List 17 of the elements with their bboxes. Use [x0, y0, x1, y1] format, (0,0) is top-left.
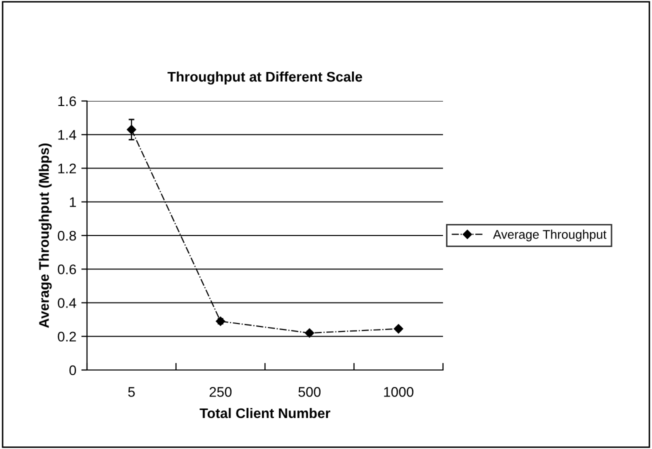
y-tick-label: 1.6	[58, 96, 76, 106]
y-tick-label: 0	[69, 365, 76, 376]
y-tick-label: 1.4	[58, 130, 76, 140]
y-tick-label: 0.8	[58, 230, 76, 241]
y-axis-title: Average Throughput (Mbps)	[38, 143, 52, 328]
x-tick-label: 1000	[384, 387, 414, 397]
y-tick-label: 0.4	[58, 298, 76, 308]
x-tick-label: 500	[298, 387, 321, 397]
x-axis-title: Total Client Number	[200, 408, 330, 418]
y-tick-label: 1.2	[58, 164, 76, 174]
x-tick-label: 250	[210, 387, 232, 397]
y-tick-label: 0.6	[58, 264, 76, 274]
x-tick-label: 5	[128, 387, 135, 397]
y-tick-label: 1	[70, 197, 76, 207]
chart-title: Throughput at Different Scale	[168, 71, 362, 84]
y-tick-label: 0.2	[58, 332, 76, 342]
legend-label: Average Throughput	[493, 230, 606, 242]
